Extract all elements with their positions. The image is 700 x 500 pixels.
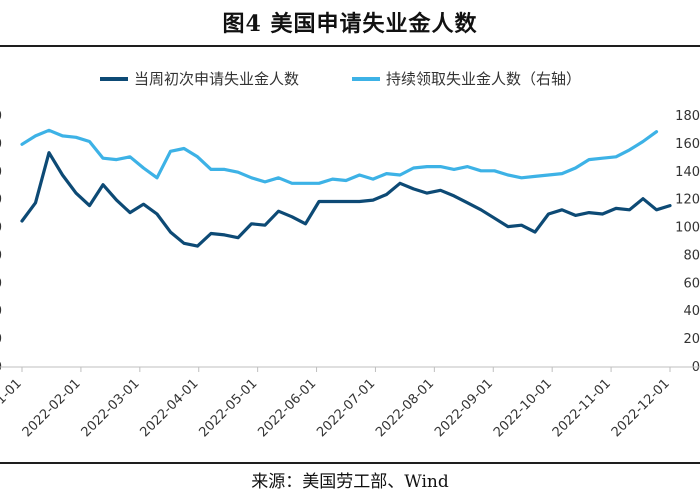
legend-label-initial-claims: 当周初次申请失业金人数: [134, 70, 299, 88]
x-tick-label: 2022-09-01: [432, 376, 496, 440]
legend: 当周初次申请失业金人数 持续领取失业金人数（右轴）: [100, 70, 581, 88]
x-axis: 2022-01-012022-02-012022-03-012022-04-01…: [0, 366, 700, 440]
x-tick-label: 2022-08-01: [373, 376, 437, 440]
x-tick-label: 2022-12-01: [609, 376, 673, 440]
y-left-tick-label: 120: [0, 193, 2, 208]
x-tick-label: 2022-11-01: [550, 376, 614, 440]
y-right-tick-label: 20: [683, 332, 700, 347]
y-right-tick-label: 40: [683, 304, 700, 319]
line-chart: 当周初次申请失业金人数 持续领取失业金人数（右轴） 02040608010012…: [0, 70, 700, 440]
series-line-continuing-claims: [20, 128, 659, 185]
y-left-tick-label: 180: [0, 109, 2, 124]
x-tick-label: 2022-04-01: [138, 376, 202, 440]
chart-title: 图4 美国申请失业金人数: [222, 11, 478, 37]
series-lines: [20, 128, 672, 248]
y-right-tick-label: 140: [675, 165, 700, 180]
footer-rule: [0, 462, 700, 464]
y-right-tick-label: 60: [683, 276, 700, 291]
y-right-tick-label: 100: [675, 221, 700, 236]
y-left-tick-label: 140: [0, 165, 2, 180]
title-rule: [0, 45, 700, 47]
y-left-tick-label: 40: [0, 304, 2, 319]
y-left-tick-label: 160: [0, 137, 2, 152]
source-note: 来源：美国劳工部、Wind: [251, 472, 449, 492]
x-tick-label: 2022-03-01: [79, 376, 143, 440]
y-right-tick-label: 160: [675, 137, 700, 152]
x-tick-label: 2022-07-01: [314, 376, 378, 440]
y-right-tick-label: 180: [675, 109, 700, 124]
x-tick-label: 2022-02-01: [20, 376, 84, 440]
y-right-tick-label: 80: [683, 248, 700, 263]
x-tick-label: 2022-10-01: [491, 376, 555, 440]
y-left-tick-label: 80: [0, 248, 2, 263]
x-tick-label: 2022-06-01: [255, 376, 319, 440]
y-left-tick-label: 20: [0, 332, 2, 347]
x-tick-label: 2022-05-01: [196, 376, 260, 440]
y-right-tick-label: 120: [675, 193, 700, 208]
legend-label-continuing-claims: 持续领取失业金人数（右轴）: [386, 70, 581, 88]
y-left-tick-label: 60: [0, 276, 2, 291]
y-left-tick-label: 100: [0, 221, 2, 236]
series-line-initial-claims: [20, 151, 672, 248]
